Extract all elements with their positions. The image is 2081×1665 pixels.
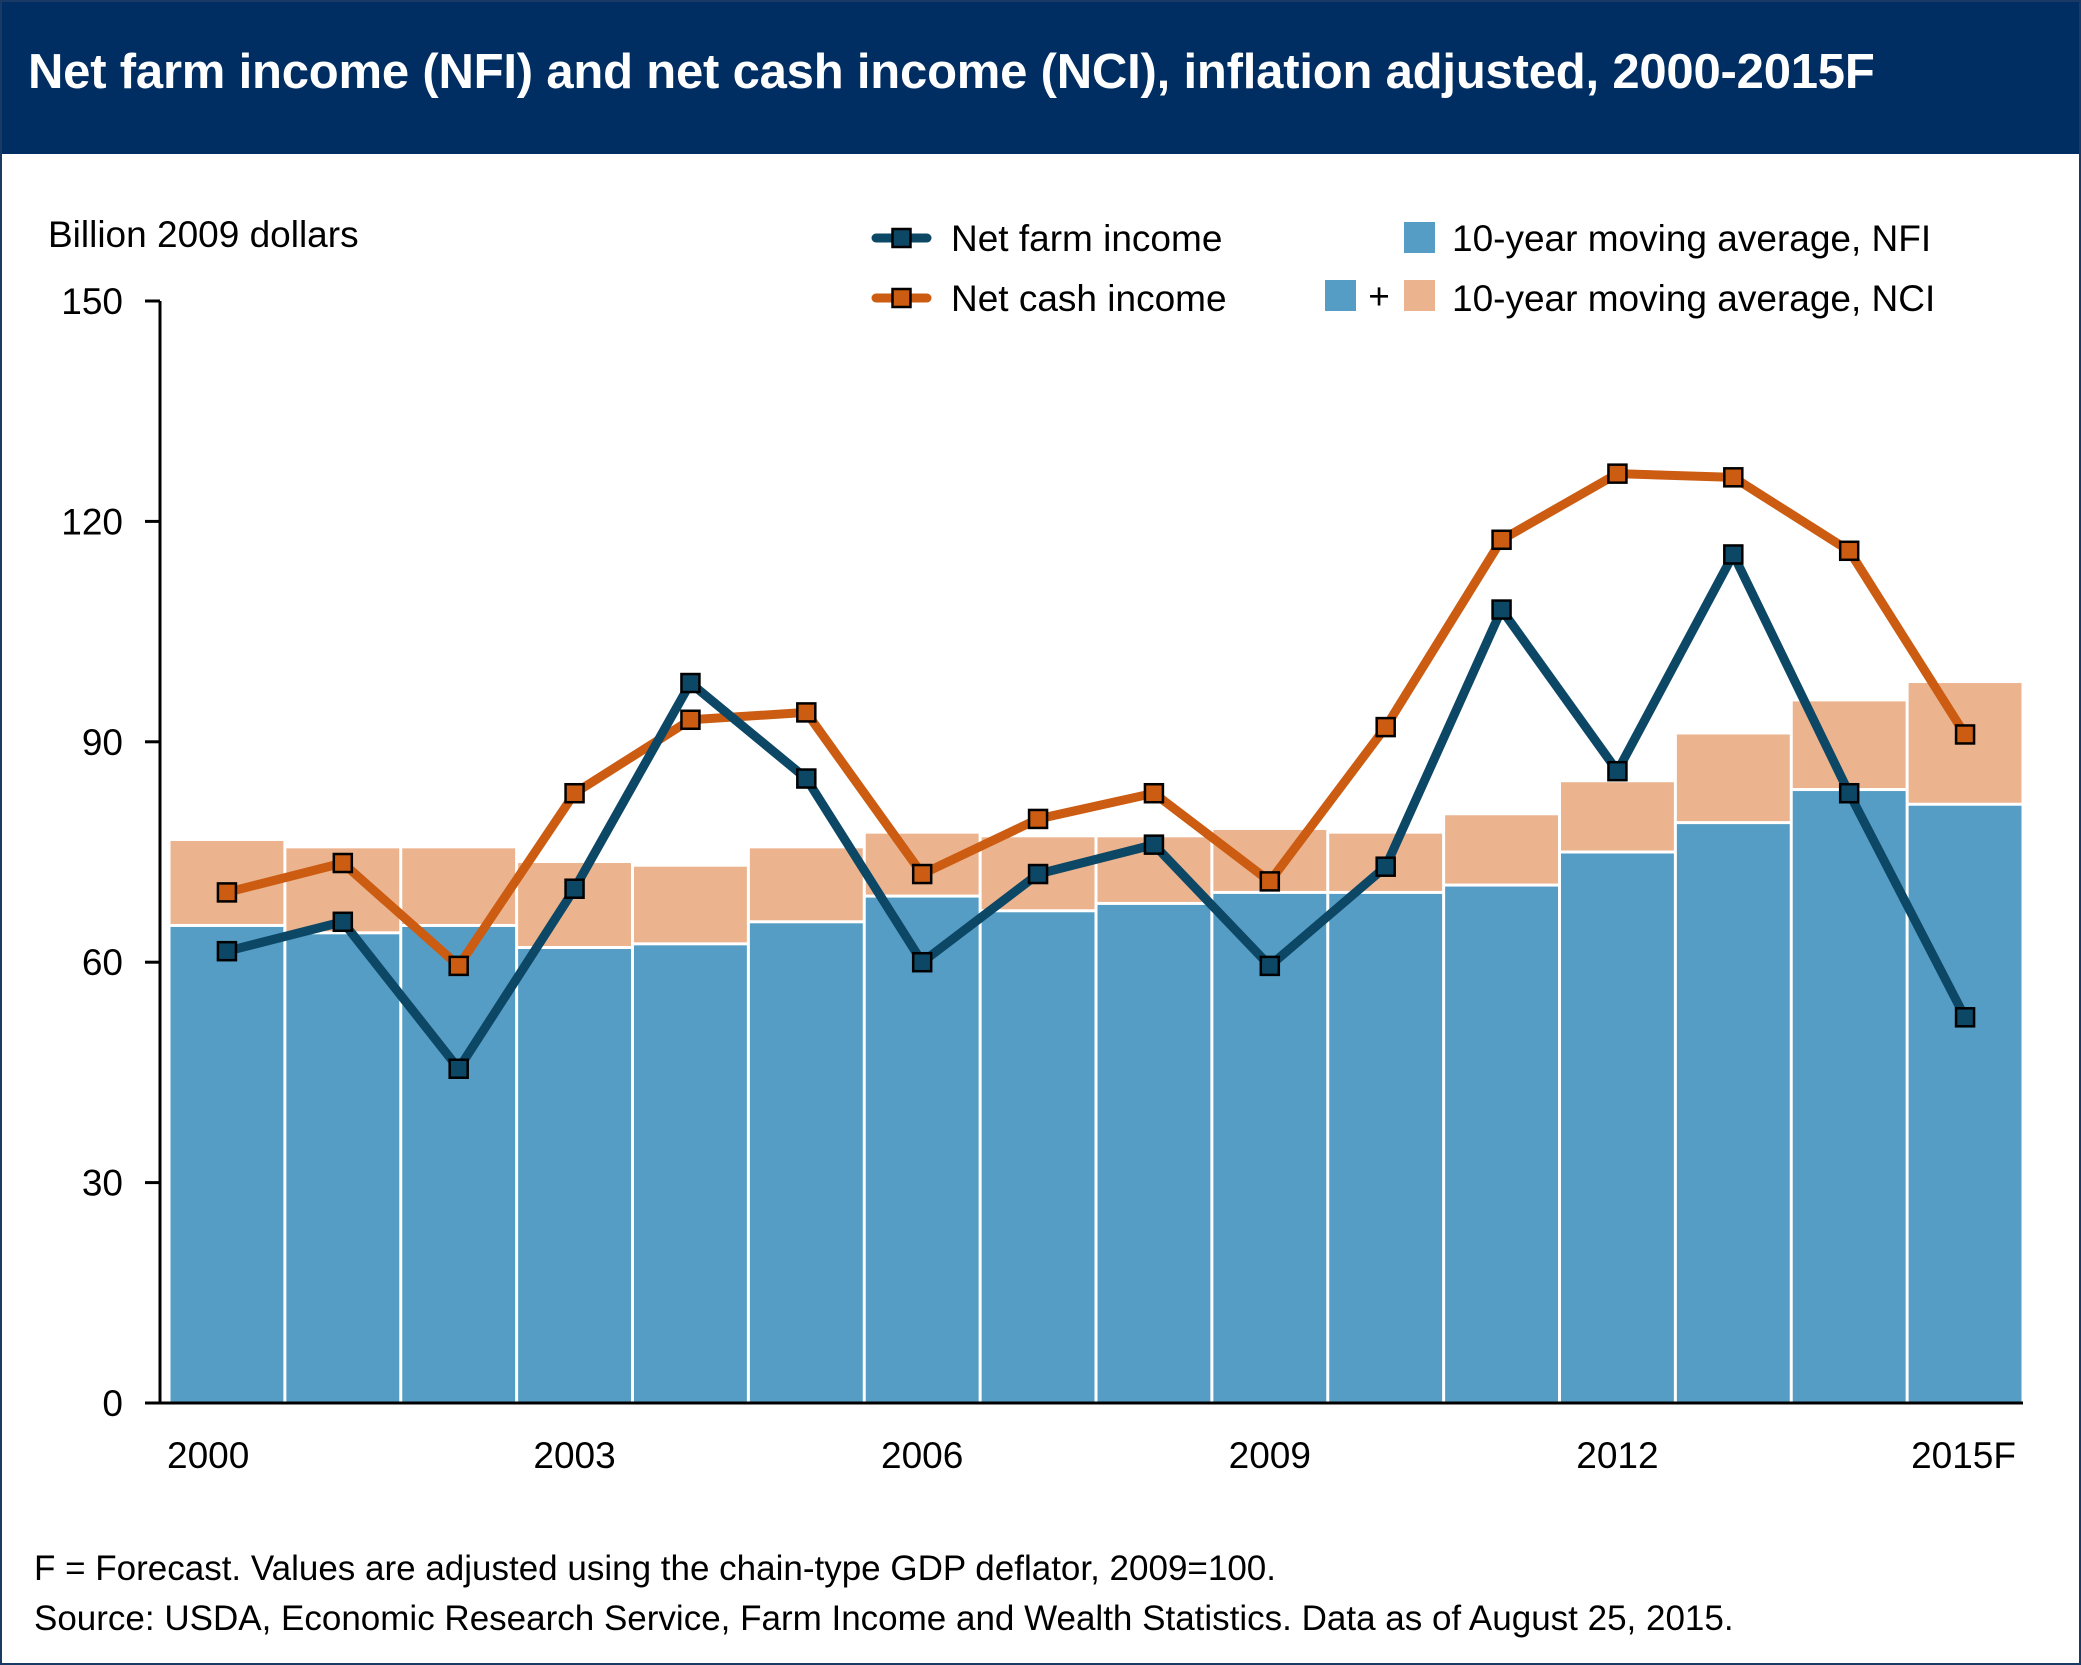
y-tick-label: 30 <box>82 1163 123 1204</box>
nfi-average-bar <box>286 934 400 1403</box>
x-tick-label: 2006 <box>881 1435 963 1476</box>
net-farm-income-point <box>1027 863 1049 885</box>
combo-chart: Billion 2009 dollars 0 30 60 90 120 150 2000 20… <box>48 214 2023 1476</box>
net-cash-income-line <box>222 469 1970 971</box>
legend-nci-marker <box>891 287 912 309</box>
legend-nfi-marker <box>891 227 912 249</box>
net-cash-income-point <box>1954 724 1976 745</box>
nfi-average-bar <box>634 945 747 1403</box>
legend: Net farm income Net cash income 10-year mo… <box>871 218 1935 319</box>
net-cash-income-point <box>448 955 469 977</box>
axes: 0 30 60 90 120 150 2000 2003 2006 2009 2012 2015F <box>61 281 2023 1476</box>
nfi-average-bar <box>1329 893 1443 1403</box>
chart-title: Net farm income (NFI) and net cash incom… <box>28 45 1875 99</box>
net-farm-income-point <box>1723 544 1744 565</box>
net-farm-income-point <box>1143 834 1165 855</box>
net-farm-income-point <box>1375 856 1396 877</box>
nci-average-bar-segment <box>518 863 631 947</box>
net-cash-income-point <box>1838 540 1860 562</box>
nfi-average-bar <box>1792 791 1906 1403</box>
x-tick-label: 2015F <box>1911 1435 2016 1476</box>
nfi-average-bar <box>865 897 979 1403</box>
net-farm-income-point <box>1954 1007 1976 1028</box>
net-cash-income-point <box>1607 463 1628 484</box>
net-cash-income-point <box>1143 782 1165 804</box>
nci-average-bar-segment <box>1561 782 1674 851</box>
legend-nfi-bar-label: 10-year moving average, NFI <box>1452 218 1931 259</box>
y-axis-label: Billion 2009 dollars <box>48 214 359 255</box>
nfi-average-bar <box>1445 886 1558 1403</box>
net-cash-income-point <box>1259 871 1281 892</box>
nfi-average-bar <box>1676 824 1790 1403</box>
net-cash-income-point <box>796 702 817 723</box>
income-lines <box>216 463 1976 1079</box>
title-banner: Net farm income (NFI) and net cash incom… <box>2 2 2079 154</box>
net-farm-income-point <box>796 768 817 789</box>
nfi-average-bar <box>1213 893 1327 1403</box>
net-farm-income-point <box>911 951 933 973</box>
legend-plus-sign: + <box>1368 276 1390 317</box>
nfi-average-bar <box>1561 853 1674 1403</box>
net-farm-income-point <box>1607 760 1628 782</box>
legend-nci-label: Net cash income <box>951 278 1227 319</box>
legend-nci-bar-swatch-blue <box>1325 280 1356 311</box>
net-farm-income-point <box>1491 599 1512 620</box>
net-farm-income-point <box>680 672 701 694</box>
nci-average-bar-segment <box>749 848 863 921</box>
x-tick-label: 2009 <box>1229 1435 1311 1476</box>
x-tick-label: 2012 <box>1576 1435 1658 1476</box>
nfi-average-bar <box>1097 904 1211 1403</box>
net-farm-income-point <box>564 878 585 899</box>
net-farm-income-point <box>448 1058 469 1079</box>
nfi-average-bar <box>1908 805 2022 1403</box>
net-farm-income-line <box>222 549 1970 1074</box>
net-cash-income-point <box>911 863 933 885</box>
forecast-note: F = Forecast. Values are adjusted using … <box>34 1549 1276 1588</box>
y-tick-label: 90 <box>82 722 123 763</box>
net-farm-income-point <box>1259 955 1281 977</box>
nfi-average-bar <box>402 926 516 1403</box>
net-cash-income-point <box>564 782 585 804</box>
x-tick-label: 2003 <box>533 1435 615 1476</box>
y-tick-label: 120 <box>61 501 123 542</box>
net-cash-income-point <box>680 709 701 731</box>
nfi-average-bar <box>981 912 1095 1403</box>
net-farm-income-point <box>216 940 238 962</box>
legend-nci-bar-swatch-peach <box>1404 280 1435 311</box>
net-cash-income-point <box>1723 467 1744 488</box>
net-cash-income-point <box>216 882 238 903</box>
nfi-average-bar <box>518 949 631 1403</box>
net-cash-income-point <box>1027 808 1049 830</box>
net-cash-income-point <box>1375 716 1396 738</box>
net-farm-income-point <box>332 911 354 933</box>
nci-average-bar-segment <box>1676 734 1790 822</box>
legend-nfi-label: Net farm income <box>951 218 1222 259</box>
nci-average-bar-segment <box>634 866 747 943</box>
y-tick-label: 0 <box>102 1383 123 1424</box>
legend-nci-bar-label: 10-year moving average, NCI <box>1452 278 1935 319</box>
net-cash-income-point <box>332 852 354 874</box>
y-tick-label: 60 <box>82 942 123 983</box>
x-tick-label: 2000 <box>167 1435 249 1476</box>
nfi-average-bar <box>170 926 284 1403</box>
nci-average-bar-segment <box>1445 815 1558 884</box>
legend-nfi-bar-swatch <box>1404 222 1435 253</box>
net-cash-income-point <box>1491 529 1512 551</box>
source-note: Source: USDA, Economic Research Service,… <box>34 1599 1734 1638</box>
moving-average-bars <box>170 683 2022 1403</box>
y-tick-label: 150 <box>61 281 123 322</box>
nfi-average-bar <box>749 923 863 1403</box>
net-farm-income-point <box>1838 782 1860 804</box>
